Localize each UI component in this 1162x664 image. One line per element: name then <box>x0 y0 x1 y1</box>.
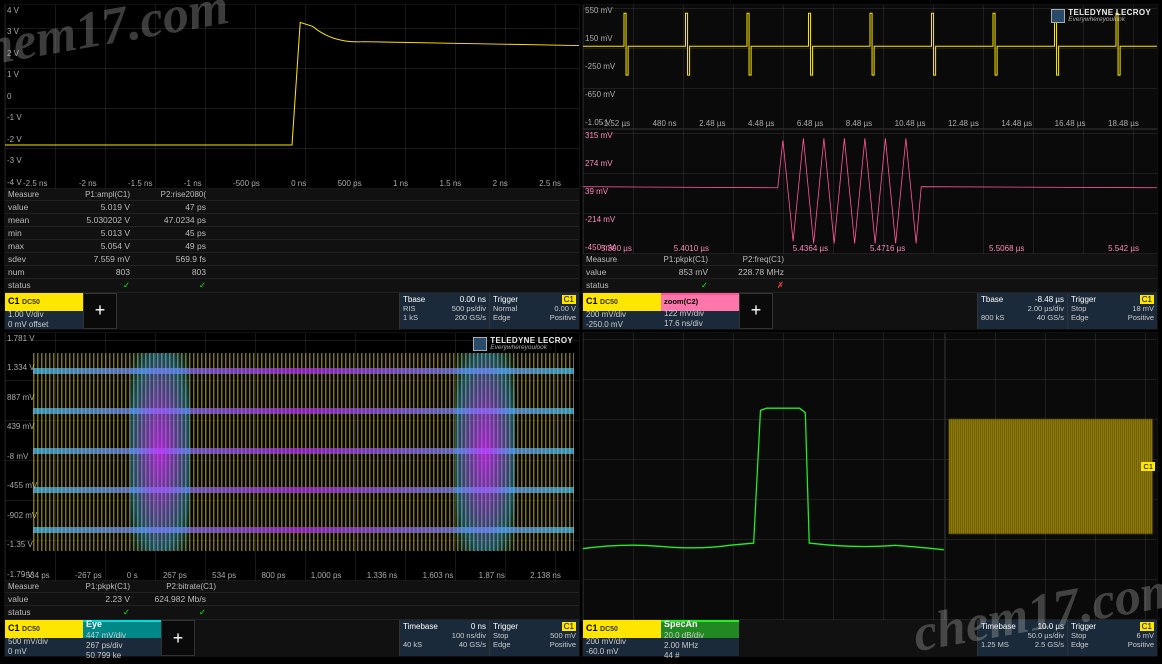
measurement-table: Measure P1:pkpk(C1) P2:freq(C1) value853… <box>583 254 1157 293</box>
scope-plot-step: 4 V3 V 2 V1 V 0-1 V -2 V-3 V -4 V -2.5 n… <box>5 5 579 189</box>
timebase-button[interactable]: Tbase-8.48 µs 2.00 µs/div 800 kS40 GS/s <box>977 293 1067 329</box>
channel-c1-button[interactable]: C1 DC50 200 mV/div -250.0 mV <box>583 293 661 329</box>
trigger-button[interactable]: TriggerC1 Stop500 mV EdgePositive <box>489 620 579 656</box>
measurement-table: Measure P1:ampl(C1) P2:rise2080( value5.… <box>5 189 579 293</box>
scope-plot-noise: C1 <box>945 333 1157 621</box>
add-channel-button[interactable]: + <box>739 293 773 329</box>
panel-footer: C1 DC50 200 mV/div -60.0 mV SpecAn 20.0 … <box>583 620 1157 656</box>
panel-bottom-left: TELEDYNE LECROYEverywhereyoulook 1.781 V… <box>4 332 580 658</box>
add-channel-button[interactable]: + <box>83 293 117 329</box>
scope-plot-zoom-burst: 315 mV274 mV 39 mV-214 mV -450 mV 5.390 … <box>583 129 1157 254</box>
timebase-button[interactable]: Tbase0.00 ns RIS500 ps/div 1 kS200 GS/s <box>399 293 489 329</box>
waveform-pulse-train <box>583 5 1157 129</box>
measurement-table: Measure P1:pkpk(C1) P2:bitrate(C1) value… <box>5 581 579 620</box>
panel-footer: C1 DC50 1.00 V/div 0 mV offset + Tbase0.… <box>5 293 579 329</box>
timebase-button[interactable]: Timebase10.0 µs 50.0 µs/div 1.25 MS2.5 G… <box>977 620 1067 656</box>
trigger-button[interactable]: TriggerC1 Stop18 mV EdgePositive <box>1067 293 1157 329</box>
trigger-button[interactable]: TriggerC1 Normal0.00 V EdgePositive <box>489 293 579 329</box>
teledyne-icon <box>473 337 487 351</box>
panel-bottom-right: C1 C1 DC50 200 mV/div -60.0 mV SpecAn 20… <box>582 332 1158 658</box>
ch-marker: C1 <box>1141 462 1155 471</box>
noise-waveform <box>949 419 1153 534</box>
quad-scope-container: 4 V3 V 2 V1 V 0-1 V -2 V-3 V -4 V -2.5 n… <box>0 0 1162 661</box>
scope-plot-pulses: 550 mV150 mV -250 mV-650 mV -1.05 V -1.5… <box>583 5 1157 129</box>
panel-footer: C1 DC50 200 mV/div -250.0 mV zoom(C2) 12… <box>583 293 1157 329</box>
channel-c1-button[interactable]: C1 DC50 1.00 V/div 0 mV offset <box>5 293 83 329</box>
panel-top-right: TELEDYNE LECROYEverywhereyoulook 550 mV1… <box>582 4 1158 330</box>
waveform-step <box>5 5 579 189</box>
panel-footer: C1 DC50 500 mV/div 0 mV Eye 447 mV/div 2… <box>5 620 579 656</box>
scope-plot-eye: 1.781 V1.334 V 887 mV439 mV -8 mV-455 mV… <box>5 333 579 582</box>
channel-specan-button[interactable]: SpecAn 20.0 dB/div 2.00 MHz 44 # <box>661 620 739 656</box>
timebase-button[interactable]: Timebase0 ns 100 ns/div 40 kS40 GS/s <box>399 620 489 656</box>
brand-logo: TELEDYNE LECROYEverywhereyoulook <box>473 337 573 352</box>
panel-top-left: 4 V3 V 2 V1 V 0-1 V -2 V-3 V -4 V -2.5 n… <box>4 4 580 330</box>
brand-logo: TELEDYNE LECROYEverywhereyoulook <box>1051 9 1151 24</box>
channel-c1-button[interactable]: C1 DC50 200 mV/div -60.0 mV <box>583 620 661 656</box>
trigger-button[interactable]: TriggerC1 Stop6 mV EdgePositive <box>1067 620 1157 656</box>
waveform-spectrum <box>583 333 944 621</box>
channel-eye-button[interactable]: Eye 447 mV/div 267 ps/div 50.799 ke <box>83 620 161 656</box>
channel-zoom-button[interactable]: zoom(C2) 122 mV/div 17.6 ns/div <box>661 293 739 329</box>
waveform-burst <box>583 130 1157 254</box>
teledyne-icon <box>1051 9 1065 23</box>
eye-diagram-bands <box>33 353 574 552</box>
x-axis-labels: -534 ps-267 ps 0 s267 ps 534 ps800 ps 1,… <box>5 571 579 580</box>
channel-c1-button[interactable]: C1 DC50 500 mV/div 0 mV <box>5 620 83 656</box>
scope-plot-spectrum <box>583 333 945 621</box>
add-channel-button[interactable]: + <box>161 620 195 656</box>
